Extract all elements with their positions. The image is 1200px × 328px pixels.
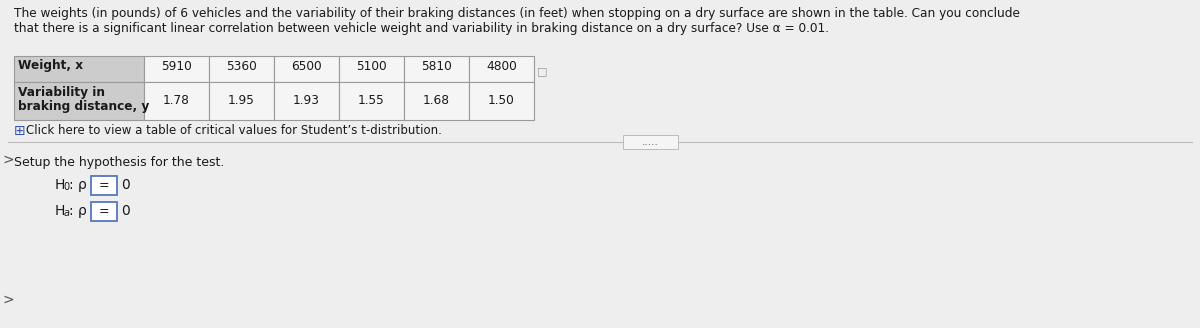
Text: Click here to view a table of critical values for Student’s t-distribution.: Click here to view a table of critical v… xyxy=(26,124,442,137)
Text: 0: 0 xyxy=(121,204,130,218)
Text: =: = xyxy=(98,205,109,218)
Bar xyxy=(144,82,209,120)
Text: : ρ: : ρ xyxy=(70,178,86,192)
Text: Setup the hypothesis for the test.: Setup the hypothesis for the test. xyxy=(14,156,224,169)
Text: □: □ xyxy=(538,66,547,76)
Text: 1.93: 1.93 xyxy=(293,94,320,108)
Text: 0: 0 xyxy=(121,178,130,192)
Text: 4800: 4800 xyxy=(486,60,517,73)
Text: .....: ..... xyxy=(642,137,659,147)
Text: 5810: 5810 xyxy=(421,60,452,73)
Bar xyxy=(209,82,274,120)
Bar xyxy=(144,56,209,82)
Bar xyxy=(91,202,118,221)
Text: The weights (in pounds) of 6 vehicles and the variability of their braking dista: The weights (in pounds) of 6 vehicles an… xyxy=(14,7,1020,20)
Bar xyxy=(274,82,340,120)
Text: 5100: 5100 xyxy=(356,60,386,73)
Text: : ρ: : ρ xyxy=(70,204,86,218)
Bar xyxy=(274,56,340,82)
Text: braking distance, y: braking distance, y xyxy=(18,100,149,113)
Text: 1.50: 1.50 xyxy=(488,94,515,108)
Bar xyxy=(340,56,404,82)
Text: 6500: 6500 xyxy=(292,60,322,73)
Bar xyxy=(209,56,274,82)
Text: H: H xyxy=(55,178,65,192)
Bar xyxy=(623,135,678,149)
Text: Variability in: Variability in xyxy=(18,86,106,99)
Bar xyxy=(404,82,469,120)
Text: 0: 0 xyxy=(64,182,70,192)
Bar xyxy=(14,82,144,120)
Text: >: > xyxy=(2,153,14,167)
Bar xyxy=(340,82,404,120)
Text: Weight, x: Weight, x xyxy=(18,59,83,72)
Bar xyxy=(404,56,469,82)
Text: ⊞: ⊞ xyxy=(14,124,25,138)
Text: a: a xyxy=(64,208,70,218)
Bar xyxy=(469,82,534,120)
Text: 5360: 5360 xyxy=(226,60,257,73)
Text: 1.78: 1.78 xyxy=(163,94,190,108)
Text: 1.68: 1.68 xyxy=(424,94,450,108)
Bar xyxy=(91,176,118,195)
Text: 5910: 5910 xyxy=(161,60,192,73)
Bar xyxy=(14,56,144,82)
Text: 1.95: 1.95 xyxy=(228,94,254,108)
Text: 1.55: 1.55 xyxy=(358,94,385,108)
Text: that there is a significant linear correlation between vehicle weight and variab: that there is a significant linear corre… xyxy=(14,22,829,35)
Text: H: H xyxy=(55,204,65,218)
Text: >: > xyxy=(2,293,14,307)
Bar xyxy=(469,56,534,82)
Text: =: = xyxy=(98,179,109,192)
